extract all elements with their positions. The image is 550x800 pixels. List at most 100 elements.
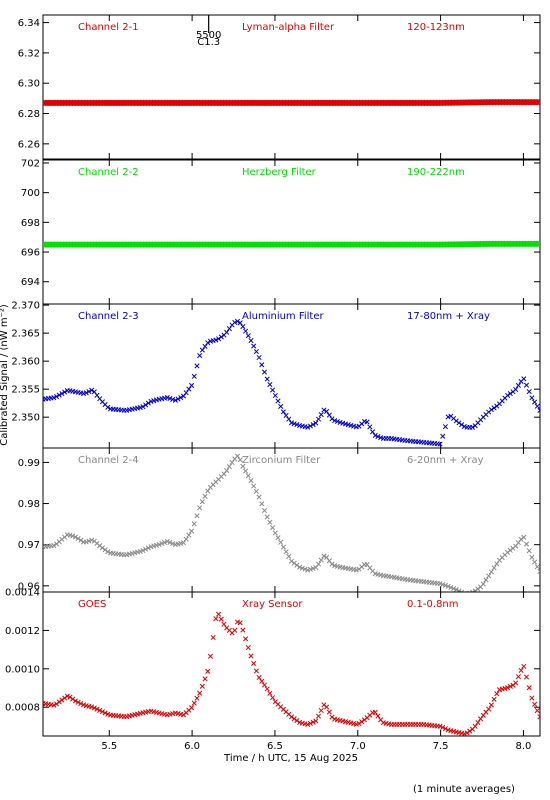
data-point: [326, 709, 332, 715]
data-point: [375, 434, 381, 440]
data-point: [290, 99, 297, 107]
data-point: [526, 685, 532, 691]
data-point: [402, 241, 409, 248]
data-point: [375, 99, 382, 107]
data-point: [523, 541, 530, 547]
data-point: [280, 241, 287, 248]
data-point: [332, 241, 340, 248]
data-point: [154, 241, 161, 248]
data-point: [493, 240, 500, 248]
data-point: [248, 478, 254, 484]
data-point: [341, 99, 349, 107]
data-point: [197, 690, 203, 696]
data-point: [373, 241, 381, 248]
data-point: [278, 99, 285, 107]
data-point: [273, 241, 281, 248]
data-point: [524, 240, 532, 248]
data-point: [514, 99, 521, 106]
data-point: [294, 718, 300, 724]
data-point: [216, 611, 222, 617]
data-point: [372, 432, 378, 439]
data-point: [177, 99, 184, 107]
data-point: [308, 241, 316, 248]
data-point: [45, 241, 53, 248]
data-point: [393, 241, 400, 248]
data-point: [270, 387, 276, 393]
y-tick-label: 6.32: [18, 48, 40, 59]
data-point: [97, 241, 104, 248]
data-point: [518, 240, 526, 248]
data-point: [382, 241, 390, 248]
data-point: [122, 99, 130, 107]
data-point: [53, 99, 60, 107]
data-point: [205, 668, 211, 674]
data-point: [189, 705, 195, 711]
data-point: [372, 99, 379, 107]
data-point: [163, 99, 171, 107]
data-point: [230, 241, 237, 248]
data-point: [153, 241, 160, 248]
data-point: [194, 513, 200, 519]
data-point: [292, 241, 299, 248]
data-point: [284, 241, 291, 248]
data-point: [319, 99, 326, 107]
data-point: [281, 99, 288, 107]
data-point: [453, 587, 459, 592]
data-point: [187, 241, 195, 248]
data-point: [313, 241, 320, 248]
data-point: [499, 240, 506, 248]
data-point: [44, 99, 51, 107]
data-point: [131, 99, 139, 107]
series-marks: [43, 453, 540, 592]
data-point: [239, 241, 246, 248]
data-point: [264, 514, 270, 520]
panel-1: 6.26 6.28 6.30 6.32 6.34 Channel 2-1 Lyman-alp…: [18, 14, 541, 160]
data-point: [160, 99, 168, 107]
data-point: [45, 99, 53, 107]
data-point: [488, 569, 494, 575]
data-point: [73, 241, 80, 248]
data-point: [467, 728, 473, 734]
data-point: [202, 241, 210, 248]
data-point: [295, 99, 302, 107]
data-point: [505, 685, 511, 691]
data-point: [490, 240, 497, 248]
data-point: [187, 99, 195, 107]
data-point: [51, 99, 59, 107]
y-tick-label: 6.26: [18, 139, 40, 150]
data-point: [89, 537, 95, 543]
data-point: [526, 99, 533, 106]
data-point: [343, 99, 350, 107]
data-point: [414, 99, 421, 107]
data-point: [198, 241, 205, 248]
data-point: [183, 390, 189, 396]
data-point: [456, 588, 462, 592]
data-point: [242, 99, 249, 107]
data-point: [251, 241, 258, 248]
x-tick-label: 7.5: [433, 741, 449, 752]
data-point: [314, 99, 322, 107]
data-point: [213, 616, 219, 622]
data-point: [302, 566, 308, 572]
data-point: [89, 241, 97, 248]
data-point: [412, 99, 420, 107]
data-point: [469, 589, 476, 592]
data-point: [218, 616, 224, 622]
data-point: [275, 99, 282, 107]
data-point: [76, 241, 83, 248]
data-point: [299, 99, 306, 107]
data-point: [373, 99, 381, 107]
data-point: [532, 701, 538, 707]
panel-label: Channel 2-3: [78, 311, 139, 322]
data-point: [272, 392, 278, 399]
data-point: [234, 99, 242, 107]
data-point: [283, 412, 289, 419]
data-point: [269, 99, 276, 107]
panel-label: Xray Sensor: [242, 599, 303, 610]
data-point: [534, 564, 540, 570]
data-point: [361, 241, 368, 248]
data-point: [142, 99, 149, 107]
data-point: [530, 99, 538, 106]
y-tick-label: 2.350: [11, 413, 40, 424]
data-point: [121, 241, 128, 248]
